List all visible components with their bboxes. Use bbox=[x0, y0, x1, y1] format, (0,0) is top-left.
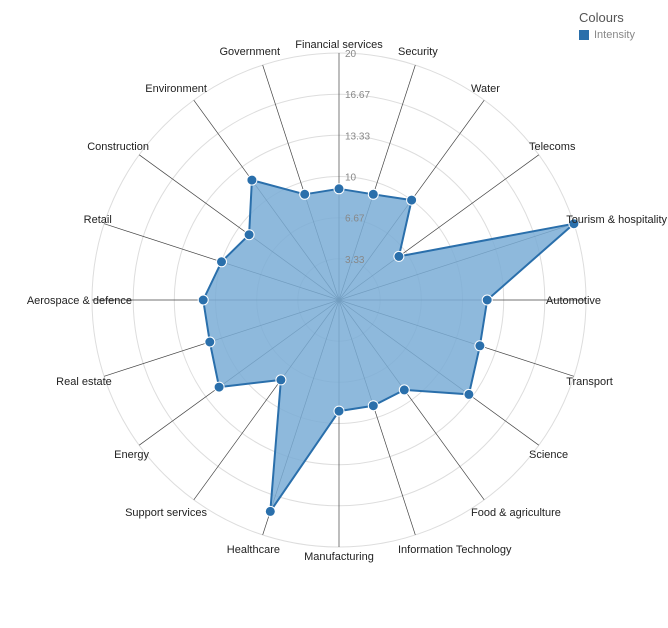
category-label: Transport bbox=[566, 376, 613, 388]
tick-label: 16.67 bbox=[345, 90, 370, 101]
category-labels: Financial services Security Water Telecoms T… bbox=[27, 39, 668, 563]
data-point[interactable] bbox=[213, 381, 225, 393]
data-point[interactable] bbox=[243, 229, 255, 241]
tick-label: 6.67 bbox=[345, 214, 365, 225]
legend-item-label: Intensity bbox=[594, 29, 635, 41]
category-label: Security bbox=[398, 46, 438, 58]
data-point[interactable] bbox=[275, 374, 287, 386]
data-point[interactable] bbox=[246, 174, 258, 186]
series-points bbox=[197, 174, 580, 517]
category-label: Energy bbox=[114, 449, 149, 461]
data-point[interactable] bbox=[406, 194, 418, 206]
legend-item-intensity[interactable]: Intensity bbox=[579, 29, 635, 41]
category-label: Manufacturing bbox=[304, 551, 374, 563]
data-point[interactable] bbox=[568, 218, 580, 230]
data-point[interactable] bbox=[474, 340, 486, 352]
category-label: Financial services bbox=[295, 39, 383, 51]
category-label: Construction bbox=[87, 141, 149, 153]
data-point[interactable] bbox=[264, 505, 276, 517]
category-label: Support services bbox=[125, 507, 207, 519]
tick-label: 10 bbox=[345, 173, 357, 184]
tick-label: 3.33 bbox=[345, 255, 365, 266]
category-label: Government bbox=[219, 46, 280, 58]
data-point[interactable] bbox=[463, 388, 475, 400]
data-point[interactable] bbox=[216, 256, 227, 268]
tick-label: 20 bbox=[345, 49, 357, 60]
category-label: Tourism & hospitality bbox=[566, 214, 667, 226]
legend-swatch bbox=[579, 30, 589, 40]
category-label: Science bbox=[529, 449, 568, 461]
data-point[interactable] bbox=[398, 384, 410, 396]
data-point[interactable] bbox=[367, 400, 379, 412]
category-label: Aerospace & defence bbox=[27, 295, 132, 307]
legend-title: Colours bbox=[579, 10, 624, 25]
data-point[interactable] bbox=[481, 294, 493, 306]
data-point[interactable] bbox=[299, 188, 311, 200]
data-point[interactable] bbox=[333, 183, 345, 195]
category-label: Automotive bbox=[546, 295, 601, 307]
tick-labels: 3.33 6.67 10 13.33 16.67 20 bbox=[345, 49, 370, 266]
tick-label: 13.33 bbox=[345, 131, 370, 142]
data-point[interactable] bbox=[393, 250, 405, 262]
data-point[interactable] bbox=[197, 294, 209, 306]
category-label: Water bbox=[471, 83, 500, 95]
data-point[interactable] bbox=[367, 188, 379, 200]
legend: Colours Intensity bbox=[579, 10, 635, 41]
category-label: Retail bbox=[84, 214, 112, 226]
category-label: Environment bbox=[145, 83, 207, 95]
data-point[interactable] bbox=[333, 405, 345, 417]
series-area bbox=[202, 179, 575, 513]
category-label: Healthcare bbox=[227, 544, 280, 556]
category-label: Telecoms bbox=[529, 141, 576, 153]
category-label: Information Technology bbox=[398, 544, 512, 556]
data-point[interactable] bbox=[204, 336, 216, 348]
category-label: Real estate bbox=[56, 376, 112, 388]
series-polygon bbox=[202, 179, 575, 513]
category-label: Food & agriculture bbox=[471, 507, 561, 519]
